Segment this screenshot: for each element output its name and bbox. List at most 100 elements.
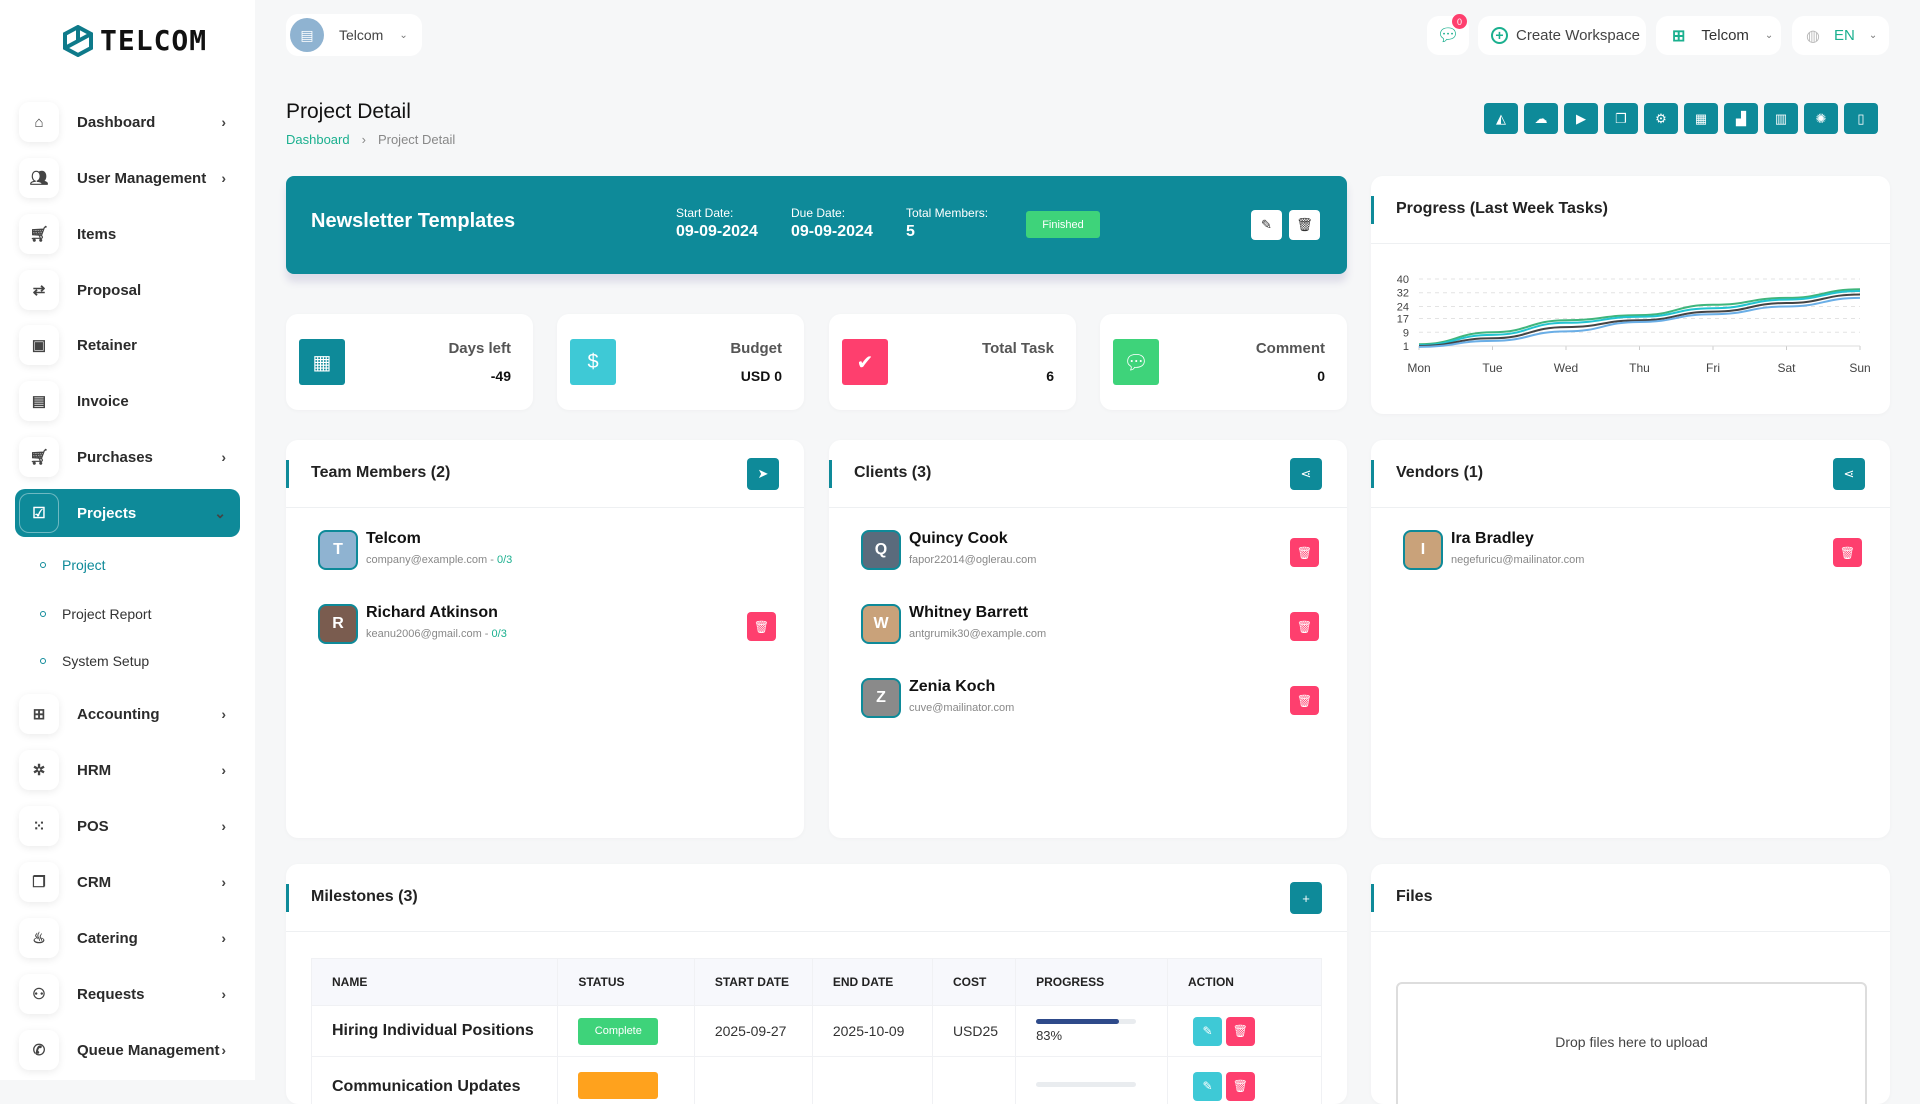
list-item: Z Zenia Koch cuve@mailinator.com — [861, 678, 1014, 718]
sidebar-item-user-management[interactable]: 👥︎ User Management › — [15, 154, 240, 202]
avatar[interactable]: Z — [861, 678, 901, 718]
create-workspace-button[interactable]: + Create Workspace — [1478, 16, 1646, 55]
crm-icon: ❐ — [19, 862, 59, 902]
avatar[interactable]: T — [318, 530, 358, 570]
sidebar: TELCOM ⌂ Dashboard › 👥︎ User Management … — [0, 0, 255, 1080]
sidebar-item-dashboard[interactable]: ⌂ Dashboard › — [15, 98, 240, 146]
chat-icon: 💬︎ — [1113, 339, 1159, 385]
sidebar-subitem-project[interactable]: Project — [40, 557, 106, 573]
sidebar-item-requests[interactable]: ⚇ Requests › — [15, 970, 240, 1018]
series-line-2 — [1419, 294, 1860, 346]
send-icon: ➤ — [758, 466, 769, 482]
members-count: 5 — [906, 223, 988, 241]
bug-icon: ✺ — [1816, 111, 1827, 127]
toolbar-chart-button[interactable]: ▟ — [1724, 103, 1758, 134]
series-line-3 — [1419, 298, 1860, 347]
check-square-icon: ☑ — [19, 493, 59, 533]
avatar[interactable]: W — [861, 604, 901, 644]
end-date: 2025-10-09 — [812, 1006, 932, 1057]
y-tick-label: 40 — [1397, 274, 1409, 286]
logo[interactable]: TELCOM — [62, 24, 207, 57]
toolbar-bug-button[interactable]: ✺ — [1804, 103, 1838, 134]
cost: USD25 — [932, 1006, 1015, 1057]
share-icon: ⋖ — [1301, 466, 1312, 482]
stat-card-total-task: ✔ Total Task 6 — [829, 314, 1076, 410]
project-toolbar: ◭☁▶❐⚙▦▟▥ ✺ ▯ — [1484, 103, 1878, 134]
sidebar-item-accounting[interactable]: ⊞ Accounting › — [15, 690, 240, 738]
grid-icon: ⊞ — [19, 694, 59, 734]
sidebar-item-projects[interactable]: ☑ Projects ⌄ — [15, 489, 240, 537]
delete-milestone-button[interactable]: 🗑︎ — [1226, 1017, 1255, 1046]
share-vendors-button[interactable]: ⋖ — [1833, 458, 1865, 490]
toolbar-cloud-button[interactable]: ☁ — [1524, 103, 1558, 134]
remove-button[interactable]: 🗑︎ — [1290, 612, 1319, 641]
add-milestone-button[interactable]: + — [1290, 882, 1322, 914]
bullet-icon — [40, 658, 46, 664]
sidebar-item-catering[interactable]: ♨ Catering › — [15, 914, 240, 962]
sidebar-item-pos[interactable]: ⁙ POS › — [15, 802, 240, 850]
sidebar-item-hrm[interactable]: ✲ HRM › — [15, 746, 240, 794]
sidebar-item-items[interactable]: 🛒︎ Items — [15, 210, 240, 258]
edit-milestone-button[interactable]: ✎ — [1193, 1072, 1222, 1101]
y-tick-label: 17 — [1397, 314, 1409, 326]
breadcrumb-dashboard[interactable]: Dashboard — [286, 132, 350, 147]
column-header: PROGRESS — [1016, 959, 1168, 1006]
remove-button[interactable]: 🗑︎ — [1290, 686, 1319, 715]
trash-icon: 🗑︎ — [1297, 546, 1312, 560]
share-icon: ⋖ — [1844, 466, 1855, 482]
share-clients-button[interactable]: ⋖ — [1290, 458, 1322, 490]
sidebar-item-retainer[interactable]: ▣ Retainer — [15, 321, 240, 369]
messages-button[interactable]: 💬︎ 0 — [1427, 16, 1469, 55]
toolbar-gantt-button[interactable]: ◭ — [1484, 103, 1518, 134]
phone-icon: ✆ — [19, 1030, 59, 1070]
edit-milestone-button[interactable]: ✎ — [1193, 1017, 1222, 1046]
remove-button[interactable]: 🗑︎ — [1290, 538, 1319, 567]
sidebar-item-queue-management[interactable]: ✆ Queue Management › — [15, 1026, 240, 1074]
stat-label: Budget — [730, 340, 782, 357]
delete-milestone-button[interactable]: 🗑︎ — [1226, 1072, 1255, 1101]
sidebar-item-label: Projects — [77, 505, 214, 522]
toolbar-video-button[interactable]: ▶ — [1564, 103, 1598, 134]
catering-icon: ♨ — [19, 918, 59, 958]
sidebar-subitem-project-report[interactable]: Project Report — [40, 606, 151, 622]
start-date — [694, 1057, 812, 1104]
sidebar-item-label: Accounting — [77, 706, 221, 723]
chevron-right-icon: › — [362, 132, 366, 147]
avatar[interactable]: R — [318, 604, 358, 644]
cart-icon: 🛒︎ — [19, 214, 59, 254]
person-name: Richard Atkinson — [366, 604, 507, 622]
sidebar-subitem-system-setup[interactable]: System Setup — [40, 653, 149, 669]
delete-project-button[interactable]: 🗑︎ — [1289, 210, 1320, 240]
language-selector[interactable]: ◍ EN ⌄ — [1792, 16, 1889, 55]
column-header: END DATE — [812, 959, 932, 1006]
company-selector[interactable]: ⊞ Telcom ⌄ — [1656, 16, 1781, 55]
workspace-selector[interactable]: ▤ Telcom ⌄ — [286, 14, 422, 56]
toolbar-copy-button[interactable]: ❐ — [1604, 103, 1638, 134]
file-dropzone[interactable]: Drop files here to upload — [1396, 982, 1867, 1104]
sidebar-item-crm[interactable]: ❐ CRM › — [15, 858, 240, 906]
edit-project-button[interactable]: ✎ — [1251, 210, 1282, 240]
remove-button[interactable]: 🗑︎ — [1833, 538, 1862, 567]
dots-grid-icon: ⁙ — [19, 806, 59, 846]
avatar[interactable]: I — [1403, 530, 1443, 570]
progress-bar — [1036, 1082, 1136, 1087]
stat-label: Comment — [1256, 340, 1325, 357]
sidebar-item-proposal[interactable]: ⇄ Proposal — [15, 266, 240, 314]
x-tick-label: Thu — [1629, 361, 1650, 375]
sidebar-item-purchases[interactable]: 🛒︎ Purchases › — [15, 433, 240, 481]
sidebar-item-label: Retainer — [77, 337, 240, 354]
toolbar-calendar-button[interactable]: ▦ — [1684, 103, 1718, 134]
remove-button[interactable]: 🗑︎ — [747, 612, 776, 641]
toolbar-kanban-button[interactable]: ▥ — [1764, 103, 1798, 134]
invite-member-button[interactable]: ➤ — [747, 458, 779, 490]
calendar-icon: ▦ — [299, 339, 345, 385]
avatar[interactable]: Q — [861, 530, 901, 570]
toolbar-file-button[interactable]: ▯ — [1844, 103, 1878, 134]
chevron-right-icon: › — [221, 114, 226, 130]
trash-icon: 🗑︎ — [1840, 546, 1855, 560]
x-tick-label: Mon — [1407, 361, 1430, 375]
sidebar-item-invoice[interactable]: ▤ Invoice — [15, 377, 240, 425]
home-icon: ⌂ — [19, 102, 59, 142]
hrm-icon: ✲ — [19, 750, 59, 790]
toolbar-settings-button[interactable]: ⚙ — [1644, 103, 1678, 134]
